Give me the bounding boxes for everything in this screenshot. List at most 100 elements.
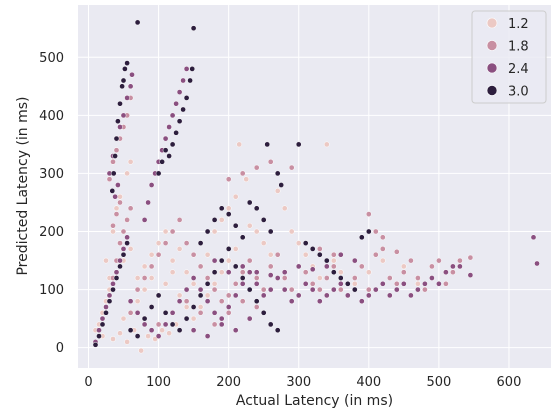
data-point: [415, 286, 421, 293]
data-point: [204, 280, 211, 287]
data-point: [113, 275, 120, 281]
data-point: [141, 321, 148, 328]
data-point: [232, 222, 239, 229]
data-point: [408, 292, 414, 299]
data-point: [134, 275, 141, 281]
data-point: [379, 234, 386, 241]
data-point: [239, 234, 246, 241]
data-point: [225, 176, 232, 183]
data-point: [302, 251, 309, 258]
grid-lines: [78, 5, 551, 368]
data-point: [169, 257, 176, 264]
data-point: [225, 246, 232, 252]
data-points: [92, 19, 540, 354]
data-point: [393, 286, 400, 293]
data-point: [211, 286, 218, 293]
data-point: [96, 327, 102, 334]
data-point: [372, 251, 379, 258]
data-point: [166, 330, 172, 337]
legend-marker: [486, 40, 498, 51]
data-point: [176, 217, 183, 223]
data-point: [183, 298, 190, 305]
data-point: [113, 269, 120, 276]
data-point: [162, 147, 169, 154]
data-point: [393, 280, 400, 287]
data-point: [295, 240, 302, 246]
data-point: [110, 336, 116, 342]
data-point: [429, 263, 435, 270]
data-point: [309, 280, 316, 287]
data-point: [190, 251, 197, 258]
data-point: [204, 292, 211, 299]
data-point: [358, 234, 365, 241]
data-point: [316, 286, 323, 293]
data-point: [253, 228, 260, 235]
y-tick-labels: 0 100 200 300 400 500: [39, 51, 64, 356]
data-point: [183, 315, 190, 322]
data-point: [330, 251, 337, 258]
data-point: [218, 321, 225, 328]
data-point: [99, 321, 106, 328]
data-point: [232, 327, 239, 334]
data-point: [351, 280, 358, 287]
data-point: [323, 263, 330, 270]
data-point: [106, 292, 113, 299]
data-point: [436, 257, 442, 264]
data-point: [141, 263, 148, 270]
data-point: [278, 182, 285, 188]
data-point: [103, 304, 109, 310]
data-point: [204, 298, 211, 305]
data-point: [218, 205, 225, 212]
data-point: [253, 275, 260, 281]
data-point: [180, 106, 186, 113]
data-point: [119, 83, 125, 90]
data-point: [127, 205, 134, 212]
data-point: [246, 315, 253, 322]
data-point: [162, 135, 169, 142]
x-tick-label: 500: [426, 375, 451, 390]
data-point: [117, 124, 123, 130]
legend-box: [471, 10, 547, 104]
data-point: [124, 339, 130, 345]
data-point: [337, 286, 344, 293]
data-point: [379, 280, 386, 287]
data-point: [239, 275, 246, 281]
data-point: [117, 257, 123, 264]
data-point: [372, 286, 379, 293]
data-point: [169, 112, 176, 119]
data-point: [211, 309, 218, 316]
data-point: [253, 280, 260, 287]
data-point: [232, 263, 239, 270]
data-point: [148, 182, 155, 188]
data-point: [225, 211, 232, 217]
data-point: [211, 280, 218, 287]
data-point: [302, 269, 309, 276]
data-point: [124, 240, 130, 246]
data-point: [309, 266, 316, 273]
data-point: [281, 275, 288, 281]
data-point: [316, 298, 323, 305]
data-point: [176, 118, 183, 125]
data-point: [204, 251, 211, 258]
y-tick-label: 400: [39, 109, 64, 124]
data-point: [169, 321, 176, 328]
data-point: [141, 275, 148, 281]
data-point: [232, 246, 239, 252]
data-point: [159, 158, 165, 165]
data-point: [351, 286, 358, 293]
data-point: [323, 257, 330, 264]
y-tick-label: 200: [39, 225, 64, 240]
data-point: [253, 304, 260, 310]
y-tick-label: 100: [39, 283, 64, 298]
data-point: [330, 286, 337, 293]
data-point: [260, 217, 267, 223]
data-point: [457, 257, 463, 264]
data-point: [134, 19, 141, 26]
data-point: [323, 141, 330, 148]
data-point: [393, 248, 400, 255]
data-point: [189, 66, 196, 72]
data-point: [323, 292, 330, 299]
data-point: [330, 269, 337, 276]
y-tick-label: 300: [39, 167, 64, 182]
